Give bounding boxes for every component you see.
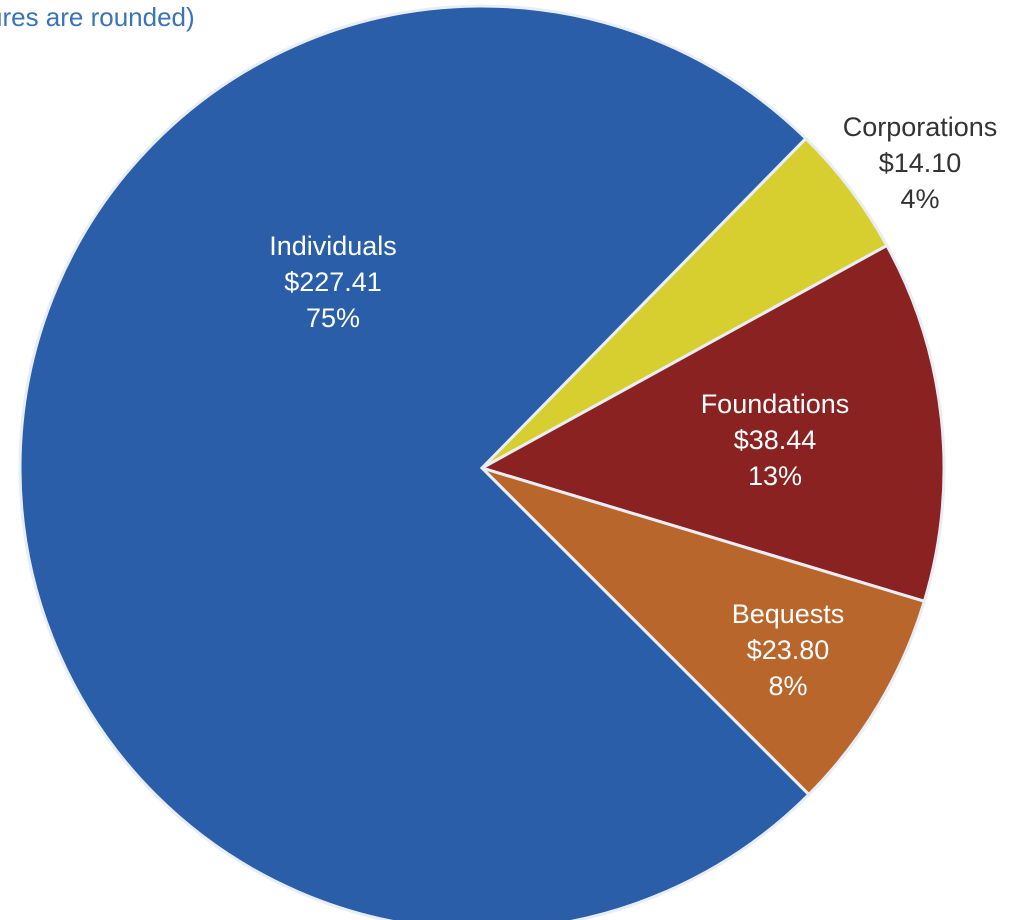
slice-value-label: $38.44 [734,425,817,455]
slice-name-label: Individuals [269,231,397,261]
pie-slice-bequests [480,466,927,797]
slice-label-bequests: Bequests $23.80 8% [732,599,845,701]
chart-subtitle: ures are rounded) [0,2,195,32]
slice-percent-label: 8% [768,671,807,701]
slice-percent-label: 4% [900,184,939,214]
slice-percent-label: 75% [306,303,360,333]
slice-label-foundations: Foundations $38.44 13% [701,389,850,491]
slice-label-corporations: Corporations $14.10 4% [843,112,998,214]
slice-label-individuals: Individuals $227.41 75% [269,231,397,333]
slice-value-label: $23.80 [747,635,830,665]
slice-name-label: Foundations [701,389,850,419]
slice-value-label: $14.10 [879,148,962,178]
pie-slice-foundations [478,243,946,604]
slice-percent-label: 13% [748,461,802,491]
slice-value-label: $227.41 [284,267,382,297]
slice-name-label: Corporations [843,112,998,142]
slice-name-label: Bequests [732,599,845,629]
pie-slice-individuals [18,4,811,920]
